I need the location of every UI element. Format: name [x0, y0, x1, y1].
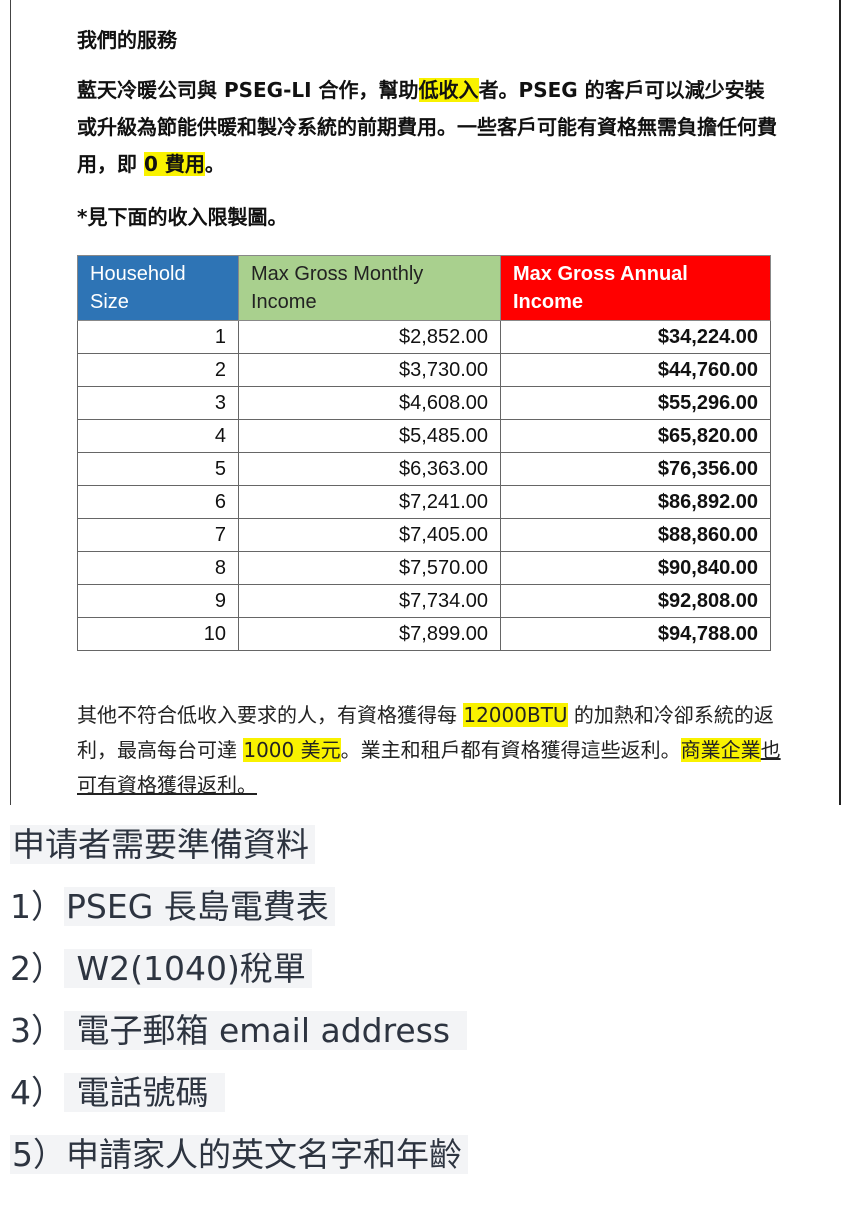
monthly-income-cell: $6,363.00 [238, 452, 501, 486]
checklist-title: 申请者需要準備資料 [10, 820, 315, 870]
checklist-item: 4） 電話號碼 [10, 1068, 225, 1118]
note: *見下面的收入限製圖。 [77, 205, 288, 229]
document-image: 我們的服務 藍天冷暖公司與 PSEG-LI 合作，幫助低收入者。PSEG 的客戶… [10, 0, 841, 805]
item-text: PSEG 長島電費表 [64, 887, 335, 926]
annual-income-cell: $86,892.00 [500, 485, 771, 519]
item-text: 電話號碼 [64, 1073, 225, 1112]
annual-income-cell: $55,296.00 [500, 386, 771, 420]
header-annual-income: Max Gross Annual Income [500, 255, 771, 321]
text: 。 [204, 152, 225, 176]
item-number: 3） [10, 1011, 64, 1050]
table-row: 8 $7,570.00 $90,840.00 [77, 551, 771, 585]
checklist-item: 3） 電子郵箱 email address [10, 1006, 467, 1056]
checklist-item: 1）PSEG 長島電費表 [10, 882, 335, 932]
monthly-income-cell: $3,730.00 [238, 353, 501, 387]
table-row: 7 $7,405.00 $88,860.00 [77, 518, 771, 552]
household-size-cell: 8 [77, 551, 239, 585]
monthly-income-cell: $5,485.00 [238, 419, 501, 453]
checklist-item: 2） W2(1040)稅單 [10, 944, 312, 994]
rebate-paragraph: 其他不符合低收入要求的人，有資格獲得每 12000BTU 的加熱和冷卻系統的返利… [77, 698, 797, 803]
header-monthly-income: Max Gross Monthly Income [238, 255, 501, 321]
monthly-income-cell: $7,570.00 [238, 551, 501, 585]
monthly-income-cell: $7,405.00 [238, 518, 501, 552]
annual-income-cell: $65,820.00 [500, 419, 771, 453]
text: 。業主和租戶都有資格獲得這些返利。 [340, 738, 681, 762]
text: 者。PSEG 的客戶可以減少安裝或升級為節能供暖和製冷系統的前期費用。一些客戶可… [77, 78, 777, 176]
item-number: 5） [12, 1135, 66, 1174]
section-heading: 我們的服務 [77, 28, 177, 52]
text: 其他不符合低收入要求的人，有資格獲得每 [77, 703, 464, 727]
household-size-cell: 7 [77, 518, 239, 552]
annual-income-cell: $92,808.00 [500, 584, 771, 618]
household-size-cell: 5 [77, 452, 239, 486]
annual-income-cell: $34,224.00 [500, 320, 771, 354]
table-row: 4 $5,485.00 $65,820.00 [77, 419, 771, 453]
household-size-cell: 2 [77, 353, 239, 387]
table-row: 10 $7,899.00 $94,788.00 [77, 617, 771, 651]
highlight: 12000BTU [463, 703, 568, 727]
annual-income-cell: $76,356.00 [500, 452, 771, 486]
item-number: 1） [10, 887, 64, 926]
household-size-cell: 6 [77, 485, 239, 519]
header-household-size: Household Size [77, 255, 239, 321]
table-row: 3 $4,608.00 $55,296.00 [77, 386, 771, 420]
text: 申请者需要準備資料 [10, 825, 315, 864]
household-size-cell: 9 [77, 584, 239, 618]
table-row: 1 $2,852.00 $34,224.00 [77, 320, 771, 354]
monthly-income-cell: $7,241.00 [238, 485, 501, 519]
household-size-cell: 4 [77, 419, 239, 453]
highlight: 1000 美元 [243, 738, 341, 762]
annual-income-cell: $94,788.00 [500, 617, 771, 651]
item-text: 電子郵箱 email address [64, 1011, 467, 1050]
household-size-cell: 3 [77, 386, 239, 420]
table-row: 6 $7,241.00 $86,892.00 [77, 485, 771, 519]
table-row: 5 $6,363.00 $76,356.00 [77, 452, 771, 486]
table-row: 9 $7,734.00 $92,808.00 [77, 584, 771, 618]
highlight: 低收入 [418, 78, 479, 102]
table-row: 2 $3,730.00 $44,760.00 [77, 353, 771, 387]
income-limit-table: Household Size Max Gross Monthly Income … [77, 255, 771, 651]
highlight: 0 費用 [143, 152, 205, 176]
item-number: 2） [10, 949, 64, 988]
text: 藍天冷暖公司與 PSEG-LI 合作，幫助 [77, 78, 419, 102]
annual-income-cell: $90,840.00 [500, 551, 771, 585]
text: 的加熱和冷卻系統的返利，最高每台可達 [77, 703, 774, 762]
monthly-income-cell: $7,899.00 [238, 617, 501, 651]
item-number: 4） [10, 1073, 64, 1112]
intro-paragraph: 藍天冷暖公司與 PSEG-LI 合作，幫助低收入者。PSEG 的客戶可以減少安裝… [77, 72, 777, 183]
table-header-row: Household Size Max Gross Monthly Income … [77, 255, 771, 321]
annual-income-cell: $44,760.00 [500, 353, 771, 387]
monthly-income-cell: $2,852.00 [238, 320, 501, 354]
checklist-item: 5）申請家人的英文名字和年齡 [10, 1130, 468, 1180]
item-text: W2(1040)稅單 [64, 949, 312, 988]
item-text: 申請家人的英文名字和年齡 [66, 1135, 462, 1174]
highlight: 商業企業 [680, 738, 761, 762]
text: 也可有資格獲得返利。 [77, 738, 781, 797]
household-size-cell: 1 [77, 320, 239, 354]
monthly-income-cell: $7,734.00 [238, 584, 501, 618]
annual-income-cell: $88,860.00 [500, 518, 771, 552]
household-size-cell: 10 [77, 617, 239, 651]
monthly-income-cell: $4,608.00 [238, 386, 501, 420]
